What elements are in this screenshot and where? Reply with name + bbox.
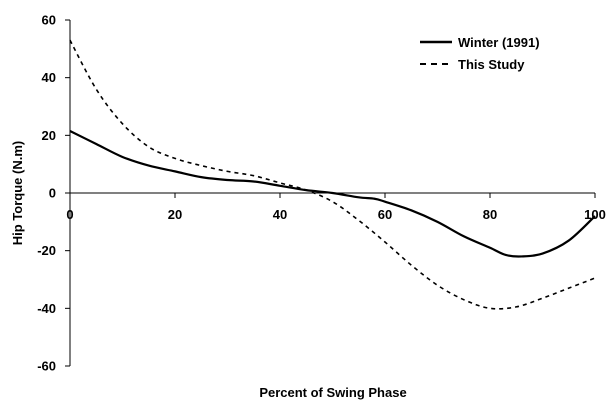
- x-tick-label: 0: [66, 207, 73, 222]
- y-tick-label: -20: [37, 243, 56, 258]
- y-tick-label: 40: [42, 70, 56, 85]
- series-line-this-study: [69, 39, 596, 310]
- x-tick-label: 80: [483, 207, 497, 222]
- x-tick-label: 100: [584, 207, 606, 222]
- axes: [65, 19, 596, 367]
- x-tick-label: 20: [168, 207, 182, 222]
- series-lines: [69, 39, 596, 310]
- legend-label: This Study: [458, 57, 525, 72]
- y-tick-label: 60: [42, 13, 56, 28]
- y-axis-title: Hip Torque (N.m): [10, 141, 25, 245]
- tick-labels: 60 40 20 0 -20 -40 -60 0 20 40 60 80 100: [37, 13, 606, 374]
- legend-label: Winter (1991): [458, 35, 540, 50]
- legend: Winter (1991) This Study: [420, 35, 540, 72]
- y-tick-label: -40: [37, 301, 56, 316]
- x-tick-label: 60: [378, 207, 392, 222]
- x-tick-label: 40: [273, 207, 287, 222]
- y-tick-label: 0: [49, 186, 56, 201]
- series-line-winter-1991: [69, 130, 596, 258]
- x-axis-title: Percent of Swing Phase: [259, 385, 406, 400]
- y-tick-label: 20: [42, 128, 56, 143]
- y-tick-label: -60: [37, 359, 56, 374]
